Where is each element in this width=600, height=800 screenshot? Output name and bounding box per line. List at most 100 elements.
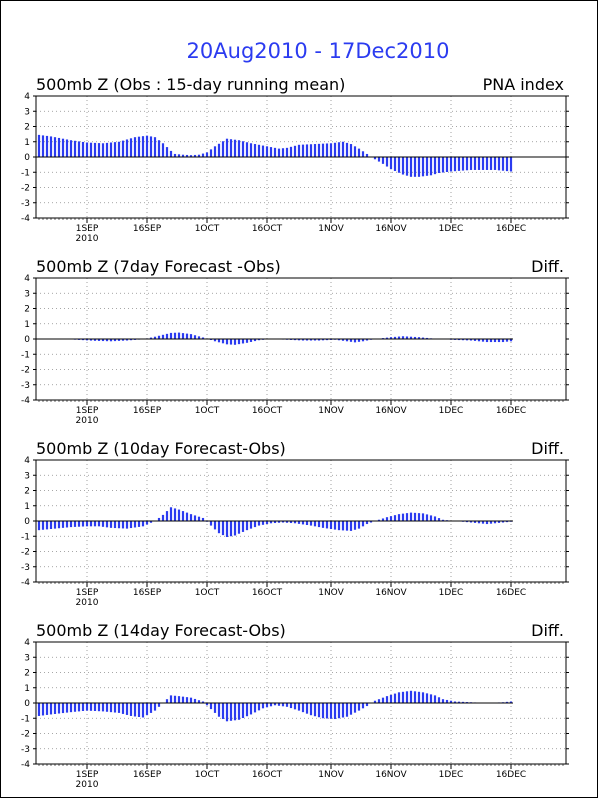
data-bar xyxy=(61,703,65,714)
x-tick-label: 1DEC xyxy=(439,406,464,416)
data-bar xyxy=(481,157,485,170)
data-bar xyxy=(121,339,125,341)
data-bar xyxy=(225,138,229,157)
data-bar xyxy=(109,142,113,157)
data-bar xyxy=(425,514,429,521)
data-bar xyxy=(225,339,229,345)
data-bar xyxy=(421,692,425,703)
data-bar xyxy=(469,157,473,170)
data-bar xyxy=(501,521,505,523)
data-bar xyxy=(253,144,257,157)
data-bar xyxy=(137,703,141,717)
data-bar xyxy=(105,339,109,342)
data-bar xyxy=(277,148,281,157)
data-bar xyxy=(57,703,61,714)
data-bar xyxy=(229,339,233,345)
data-bar xyxy=(129,703,133,716)
data-bar xyxy=(309,703,313,716)
data-bar xyxy=(229,139,233,157)
data-bar xyxy=(361,339,365,342)
data-bar xyxy=(73,703,77,712)
y-tick-label: 2 xyxy=(24,305,30,315)
y-tick-label: 4 xyxy=(24,274,30,284)
data-bar xyxy=(81,521,85,527)
data-bar xyxy=(273,521,277,524)
x-tick-label: 16OCT xyxy=(252,588,283,598)
data-bar xyxy=(317,521,321,528)
data-bar xyxy=(105,142,109,157)
data-bar xyxy=(469,521,473,523)
data-bar xyxy=(293,703,297,710)
panel-right-label: PNA index xyxy=(483,75,564,94)
data-bar xyxy=(505,701,509,703)
data-bar xyxy=(493,521,497,524)
data-bar xyxy=(249,703,253,715)
data-bar xyxy=(305,703,309,714)
data-bar xyxy=(149,136,153,157)
data-bar xyxy=(257,703,261,711)
data-bar xyxy=(409,336,413,339)
chart-panel-2: 500mb Z (7day Forecast -Obs) Diff. 4 3 2 1 0 -1… xyxy=(21,257,569,426)
data-bar xyxy=(333,521,337,530)
x-tick-year-label: 2010 xyxy=(76,780,99,790)
data-bar xyxy=(281,703,285,707)
data-bar xyxy=(241,521,245,532)
x-tick-label: 16SEP xyxy=(133,406,162,416)
data-bar xyxy=(101,703,105,712)
data-bar xyxy=(393,157,397,171)
data-bar xyxy=(125,703,129,715)
data-bar xyxy=(509,339,513,342)
data-bar xyxy=(93,339,97,341)
y-tick-label: 0 xyxy=(24,335,30,345)
data-bar xyxy=(417,157,421,177)
data-bar xyxy=(53,703,57,714)
x-tick-label: 16DEC xyxy=(496,588,526,598)
data-bar xyxy=(81,339,85,341)
data-bar xyxy=(273,147,277,157)
data-bar xyxy=(301,521,305,525)
x-tick-label: 16DEC xyxy=(496,770,526,780)
data-bar xyxy=(93,521,97,527)
data-bar xyxy=(265,146,269,157)
data-bar xyxy=(169,332,173,339)
data-bar xyxy=(65,139,69,157)
data-bar xyxy=(217,143,221,157)
panel-title: 500mb Z (14day Forecast-Obs) xyxy=(36,621,286,640)
data-bar xyxy=(261,145,265,157)
data-bar xyxy=(433,157,437,175)
data-bar xyxy=(117,141,121,157)
data-bar xyxy=(301,703,305,713)
data-bar xyxy=(509,157,513,172)
data-bar xyxy=(301,339,305,341)
data-bar xyxy=(245,142,249,157)
data-bar xyxy=(409,690,413,703)
chart-panels: 500mb Z (Obs : 15-day running mean) PNA i… xyxy=(21,75,569,790)
data-bar xyxy=(361,151,365,157)
data-bar xyxy=(77,521,81,527)
data-bar xyxy=(337,339,341,341)
data-bar xyxy=(361,521,365,527)
data-bar xyxy=(121,521,125,529)
data-bar xyxy=(281,521,285,523)
data-bar xyxy=(97,143,101,157)
data-bar xyxy=(177,509,181,521)
data-bar xyxy=(101,143,105,157)
data-bar xyxy=(449,157,453,172)
x-tick-label: 1NOV xyxy=(318,224,344,234)
chart-panel-1: 500mb Z (Obs : 15-day running mean) PNA i… xyxy=(21,75,569,244)
data-bar xyxy=(161,334,165,339)
data-bar xyxy=(69,140,73,157)
x-tick-label: 16NOV xyxy=(375,224,407,234)
data-bar xyxy=(205,152,209,157)
data-bar xyxy=(337,703,341,719)
data-bar xyxy=(477,339,481,342)
data-bar xyxy=(361,703,365,709)
data-bar xyxy=(389,157,393,170)
data-bar xyxy=(173,153,177,157)
data-bar xyxy=(121,140,125,157)
y-tick-label: -4 xyxy=(21,396,30,406)
data-bar xyxy=(157,140,161,157)
y-tick-label: -2 xyxy=(21,366,30,376)
